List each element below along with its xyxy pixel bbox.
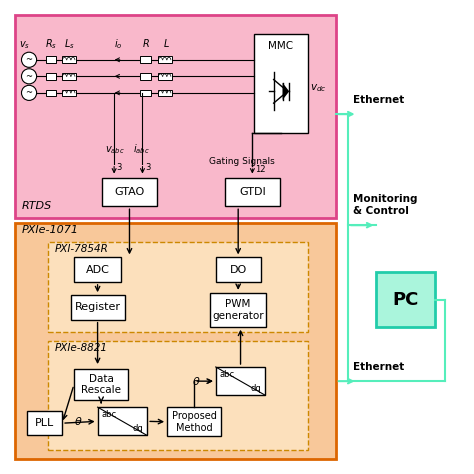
Text: PXIe-1071: PXIe-1071 (22, 225, 79, 235)
Bar (102, 178, 156, 206)
Bar (74, 257, 121, 282)
Text: 12: 12 (255, 165, 265, 174)
Bar (376, 273, 436, 327)
Bar (48, 242, 308, 331)
Bar (254, 34, 308, 133)
Text: GTAO: GTAO (114, 187, 145, 197)
Bar (140, 56, 151, 63)
Text: Monitoring
& Control: Monitoring & Control (353, 194, 417, 216)
Text: $i_o$: $i_o$ (114, 37, 122, 51)
Text: GTDI: GTDI (239, 187, 266, 197)
Text: MMC: MMC (268, 41, 293, 51)
Text: $L_s$: $L_s$ (64, 37, 75, 51)
Circle shape (21, 52, 36, 67)
Bar (216, 367, 265, 395)
Text: Ethernet: Ethernet (353, 362, 404, 372)
Text: abc: abc (101, 410, 117, 419)
Text: dq: dq (133, 424, 144, 433)
Bar (71, 295, 125, 319)
Text: ADC: ADC (86, 264, 109, 274)
Bar (46, 56, 56, 63)
Bar (216, 257, 261, 282)
Circle shape (21, 69, 36, 84)
Text: 3: 3 (117, 164, 122, 173)
Bar (48, 341, 308, 450)
Bar (210, 293, 266, 327)
Bar (158, 90, 172, 96)
Text: Data
Rescale: Data Rescale (81, 374, 121, 395)
Bar (46, 73, 56, 80)
Text: Gating Signals: Gating Signals (209, 157, 274, 166)
Text: $v_{abc}$: $v_{abc}$ (105, 144, 125, 156)
Text: PWM
generator: PWM generator (212, 299, 264, 320)
Text: $R_s$: $R_s$ (45, 37, 57, 51)
Text: PC: PC (393, 291, 419, 309)
Text: Proposed
Method: Proposed Method (172, 411, 217, 433)
Bar (140, 90, 151, 96)
Bar (167, 407, 221, 437)
Text: $R$: $R$ (142, 37, 150, 49)
Text: $\theta$: $\theta$ (74, 415, 82, 428)
Text: PXIe-8821: PXIe-8821 (55, 343, 108, 353)
Text: dq: dq (251, 384, 262, 393)
Text: $\theta$: $\theta$ (192, 375, 201, 387)
Bar (15, 15, 336, 218)
Text: PLL: PLL (35, 418, 54, 428)
Bar (74, 369, 128, 400)
Bar (46, 90, 56, 96)
Text: Register: Register (74, 302, 120, 312)
Text: PXI-7854R: PXI-7854R (55, 244, 109, 254)
Bar (27, 411, 62, 436)
Circle shape (21, 85, 36, 100)
Polygon shape (283, 83, 289, 100)
Bar (62, 90, 76, 96)
Text: 3: 3 (145, 164, 150, 173)
Text: $L$: $L$ (163, 37, 170, 49)
Text: RTDS: RTDS (22, 201, 52, 211)
Text: Ethernet: Ethernet (353, 95, 404, 105)
Text: $v_s$: $v_s$ (19, 39, 30, 51)
Bar (62, 73, 76, 80)
Bar (158, 73, 172, 80)
Text: $i_{abc}$: $i_{abc}$ (133, 142, 150, 156)
Text: $v_{dc}$: $v_{dc}$ (310, 82, 327, 94)
Text: ~: ~ (26, 55, 33, 64)
Bar (15, 223, 336, 459)
Bar (225, 178, 280, 206)
Text: abc: abc (219, 370, 235, 379)
Bar (62, 56, 76, 63)
Bar (158, 56, 172, 63)
Text: ~: ~ (26, 72, 33, 81)
Text: ~: ~ (26, 88, 33, 97)
Text: DO: DO (229, 264, 247, 274)
Bar (140, 73, 151, 80)
Bar (98, 407, 147, 436)
